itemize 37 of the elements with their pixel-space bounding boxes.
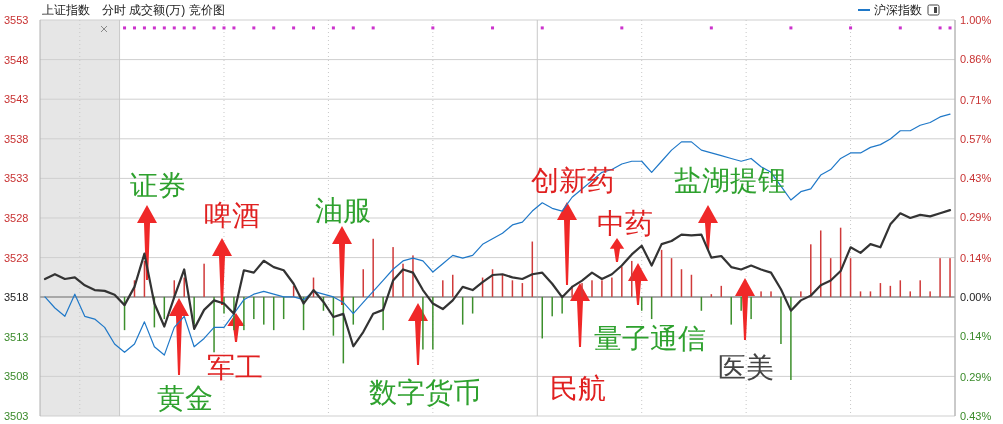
y2-tick-label: 0.71% [960, 94, 992, 107]
chart-subtitle: 分时 成交额(万) 竞价图 [102, 3, 225, 17]
y2-tick-label: 0.14% [960, 252, 992, 265]
y-tick-label: 3548 [4, 53, 29, 66]
annotation: 证券 [130, 170, 186, 201]
annotation: 油服 [315, 195, 371, 226]
y2-tick-label: 0.57% [960, 133, 992, 146]
y-tick-label: 3508 [4, 370, 29, 383]
annotation: 啤酒 [204, 200, 260, 231]
chart-title: 上证指数 [42, 3, 90, 17]
y2-tick-label: 0.43% [960, 171, 992, 184]
legend-label: 沪深指数 [874, 3, 922, 17]
annotation: 量子通信 [594, 323, 706, 354]
annotation: 中药 [597, 208, 653, 239]
y-tick-label: 3553 [4, 14, 29, 26]
y2-tick-label: 1.00% [960, 14, 992, 26]
y-tick-label: 3528 [4, 212, 29, 224]
annotation: 黄金 [157, 383, 213, 414]
annotation: 创新药 [531, 165, 615, 196]
annotation: 医美 [718, 352, 774, 383]
annotation: 数字货币 [369, 377, 481, 408]
y2-tick-label: 0.14% [960, 329, 992, 342]
y-tick-label: 3503 [4, 410, 29, 422]
annotation: 民航 [550, 373, 606, 404]
y-tick-label: 3533 [4, 172, 29, 185]
y2-tick-label: 0.86% [960, 52, 992, 65]
y-tick-label: 3518 [4, 291, 29, 304]
y2-tick-label: 0.29% [960, 371, 992, 384]
y-tick-label: 3523 [4, 251, 29, 264]
y2-tick-label: 0.00% [960, 290, 992, 303]
y-tick-label: 3543 [4, 93, 29, 106]
y-tick-label: 3513 [4, 330, 29, 343]
annotation: 军工 [207, 352, 263, 383]
legend: 沪深指数 [857, 3, 940, 17]
y-tick-label: 3538 [4, 132, 29, 145]
y2-tick-label: 0.29% [960, 210, 992, 223]
y2-tick-label: 0.43% [960, 410, 992, 422]
